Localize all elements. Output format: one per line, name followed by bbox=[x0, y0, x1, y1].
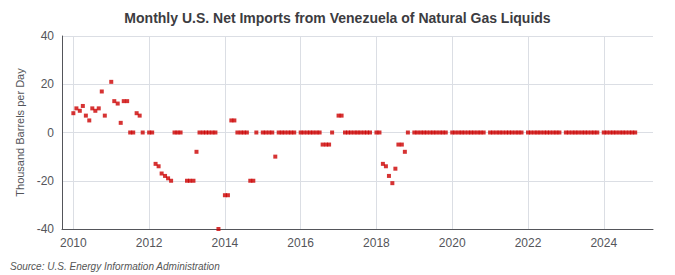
svg-text:2016: 2016 bbox=[287, 236, 314, 250]
svg-text:2018: 2018 bbox=[363, 236, 390, 250]
svg-text:2024: 2024 bbox=[590, 236, 617, 250]
svg-text:Monthly U.S. Net Imports from: Monthly U.S. Net Imports from Venezuela … bbox=[124, 10, 550, 26]
svg-text:2014: 2014 bbox=[212, 236, 239, 250]
svg-text:20: 20 bbox=[41, 77, 55, 91]
svg-text:-20: -20 bbox=[37, 174, 55, 188]
svg-text:40: 40 bbox=[41, 29, 55, 43]
svg-text:-40: -40 bbox=[37, 222, 55, 236]
svg-text:2012: 2012 bbox=[136, 236, 163, 250]
svg-text:0: 0 bbox=[47, 126, 54, 140]
svg-text:2010: 2010 bbox=[60, 236, 87, 250]
svg-text:2022: 2022 bbox=[515, 236, 542, 250]
svg-text:Thousand Barrels per Day: Thousand Barrels per Day bbox=[14, 68, 26, 197]
svg-text:2020: 2020 bbox=[439, 236, 466, 250]
svg-text:Source: U.S. Energy Informatio: Source: U.S. Energy Information Administ… bbox=[10, 261, 220, 272]
